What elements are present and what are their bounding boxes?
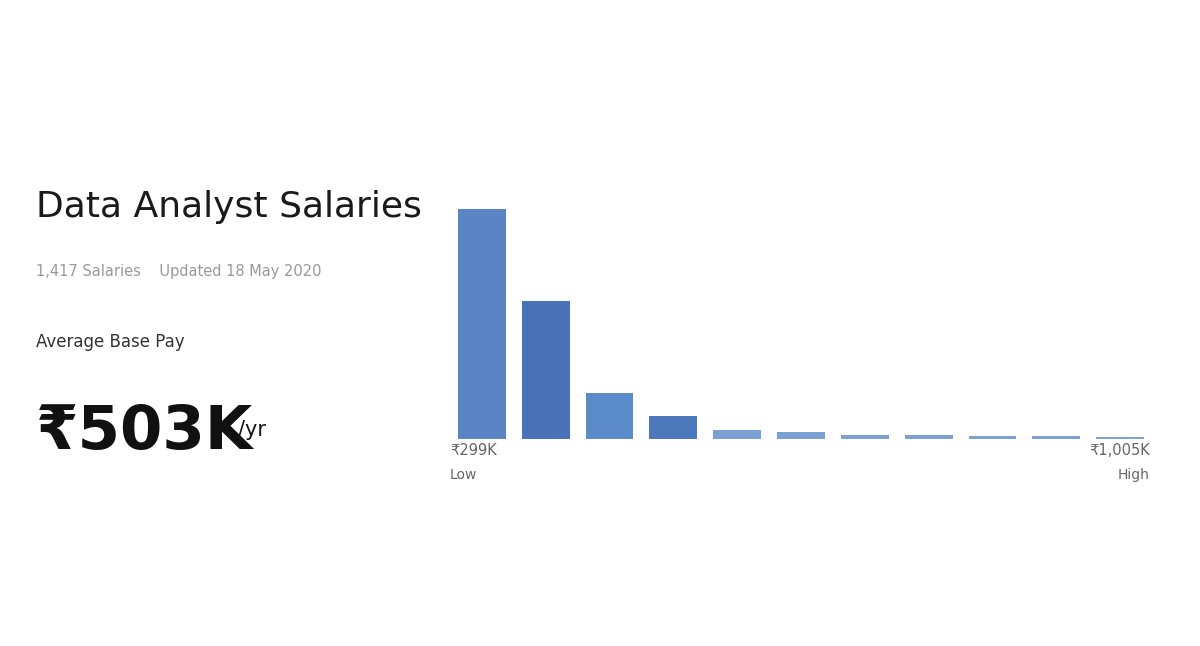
Bar	[649, 416, 697, 439]
Bar	[905, 435, 953, 439]
Text: 1,417 Salaries    Updated 18 May 2020: 1,417 Salaries Updated 18 May 2020	[36, 264, 322, 279]
Text: ₹503K: ₹503K	[36, 403, 253, 463]
Text: ₹1,005K: ₹1,005K	[1088, 443, 1150, 459]
Text: ₹299K: ₹299K	[450, 443, 497, 459]
Bar	[458, 209, 506, 439]
Bar	[713, 430, 761, 439]
Bar	[778, 432, 824, 439]
Bar	[968, 436, 1016, 439]
Text: Average Base Pay: Average Base Pay	[36, 333, 185, 351]
Bar	[586, 393, 634, 439]
Bar	[1096, 437, 1144, 439]
Text: High: High	[1117, 468, 1150, 483]
Bar	[1032, 436, 1080, 439]
Bar	[522, 301, 570, 439]
Bar	[841, 435, 889, 439]
Text: /yr: /yr	[238, 420, 265, 439]
Text: Data Analyst Salaries: Data Analyst Salaries	[36, 190, 422, 224]
Text: Low: Low	[450, 468, 478, 483]
